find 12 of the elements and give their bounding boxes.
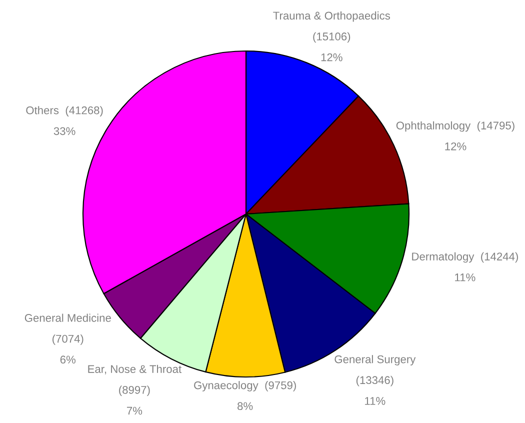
data-label: (8997) 7%	[119, 386, 150, 415]
slice-label: Trauma & Orthopaedics	[273, 11, 390, 22]
data-label: (7074) 6%	[52, 334, 84, 364]
slice-label: Ear, Nose & Throat	[88, 364, 182, 374]
data-label: (13346) 11%	[356, 376, 394, 405]
slice-label: Gynaecology (9759) 8%	[194, 381, 296, 410]
slice-label: General Surgery	[334, 355, 416, 366]
slice-label: Ophthalmology (14795) 12%	[396, 121, 514, 150]
slice-label: Dermatology (14244) 11%	[412, 252, 518, 282]
data-label: (15106) 12%	[313, 32, 350, 62]
slice-label: Others (41268) 33%	[26, 106, 103, 136]
slice-label: General Medicine	[24, 314, 111, 322]
